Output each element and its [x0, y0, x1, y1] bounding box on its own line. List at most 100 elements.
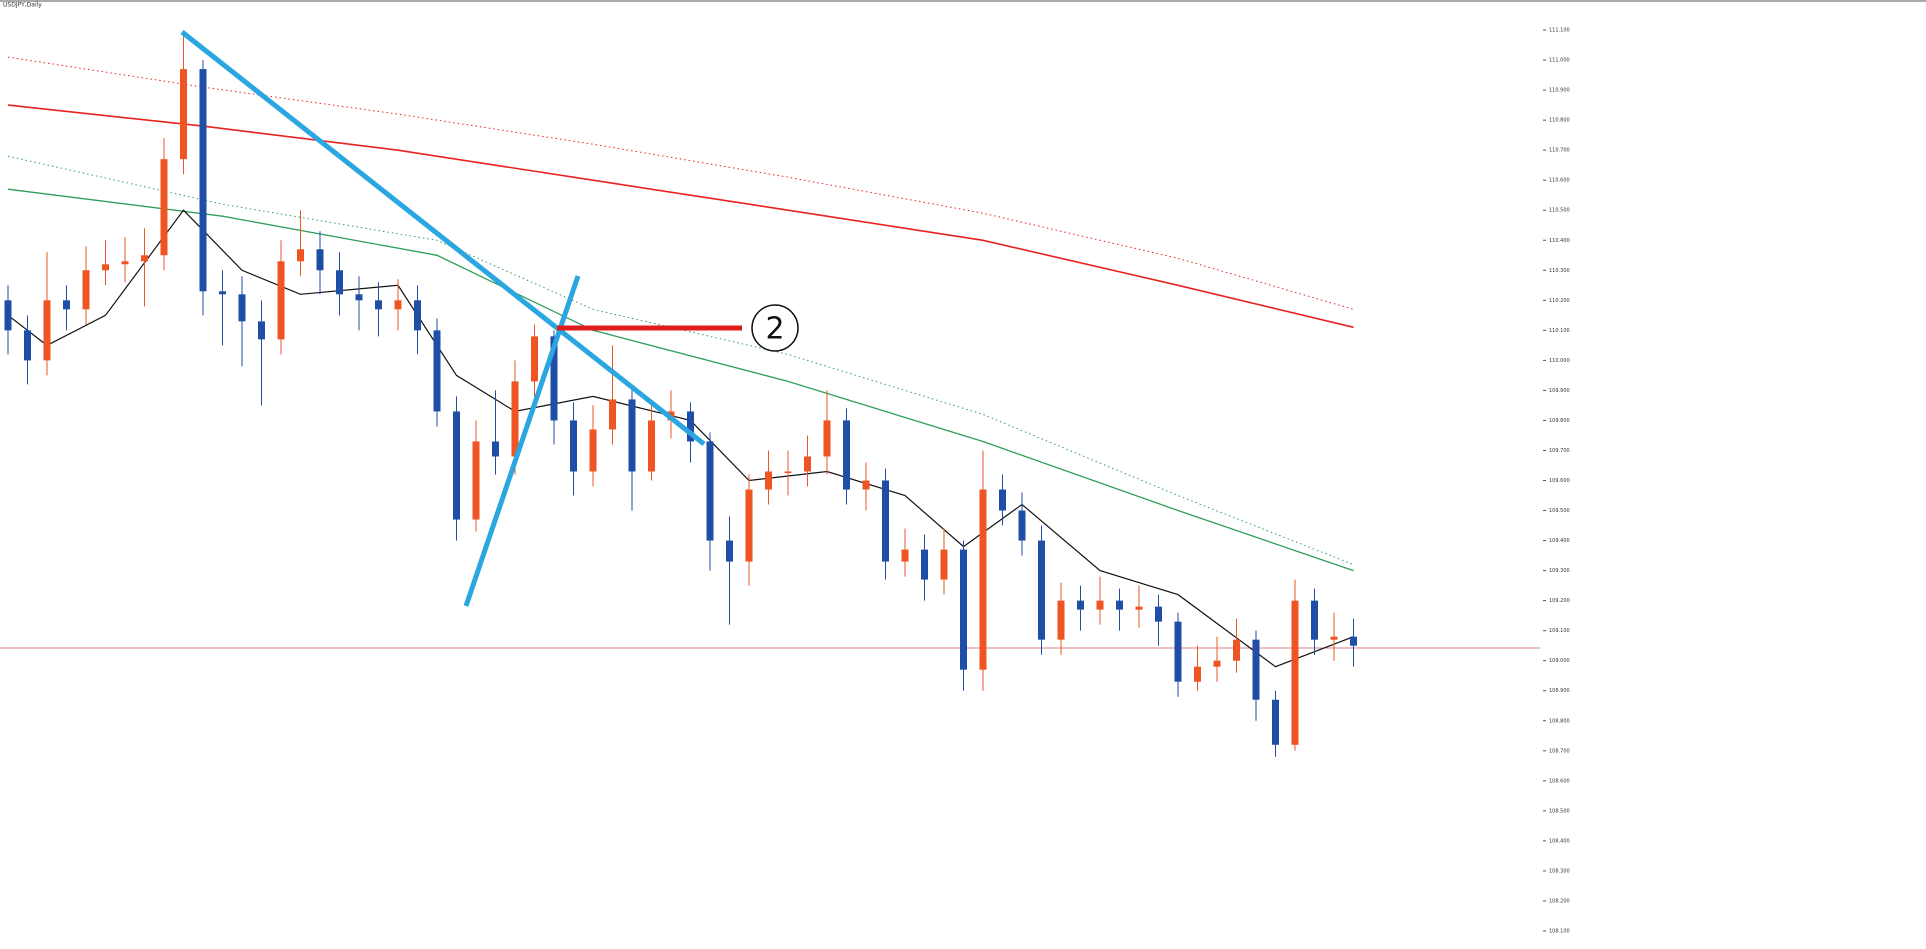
y-tick-label: 110.500: [1549, 208, 1570, 214]
candle-body: [375, 300, 382, 310]
candle-body: [1018, 510, 1026, 541]
candle-body: [1057, 600, 1065, 640]
candle-body: [570, 420, 577, 472]
candle-body: [199, 69, 207, 292]
candle-body: [706, 441, 714, 541]
candle-body: [531, 336, 538, 382]
candle-body: [82, 270, 90, 310]
trendline: [463, 275, 581, 607]
y-tick-label: 109.900: [1549, 388, 1570, 394]
candle-body: [102, 264, 109, 271]
y-tick-label: 108.300: [1549, 868, 1570, 874]
candle-body: [1252, 639, 1260, 700]
candle-body: [43, 300, 51, 361]
candle-body: [472, 441, 480, 520]
candle-body: [1096, 600, 1104, 610]
candle-body: [1038, 540, 1045, 640]
y-tick-label: 109.700: [1549, 448, 1570, 454]
y-tick-label: 110.800: [1549, 118, 1570, 124]
y-tick-label: 110.400: [1549, 238, 1570, 244]
y-tick-label: 108.200: [1549, 898, 1570, 904]
candle-body: [784, 471, 792, 473]
candle-body: [1077, 600, 1084, 610]
candle-body: [648, 420, 655, 472]
y-tick-label: 109.200: [1549, 598, 1570, 604]
y-tick-label: 110.100: [1549, 328, 1570, 334]
annotation-circle: [751, 304, 799, 352]
candle-body: [843, 420, 850, 490]
y-tick-label: 109.800: [1549, 418, 1570, 424]
y-tick-label: 109.300: [1549, 568, 1570, 574]
y-tick-label: 108.700: [1549, 748, 1570, 754]
y-tick-label: 108.600: [1549, 778, 1570, 784]
candle-body: [511, 381, 519, 457]
candle-body: [336, 270, 343, 295]
candle-body: [1291, 600, 1299, 745]
candle-body: [687, 411, 694, 442]
candle-body: [121, 261, 129, 265]
y-tick-label: 109.600: [1549, 478, 1570, 484]
candle-body: [1135, 606, 1143, 610]
candle-body: [1330, 636, 1338, 640]
candle-body: [1155, 606, 1162, 622]
candle-body: [921, 549, 928, 580]
candle-body: [63, 300, 70, 310]
y-tick-label: 111.000: [1549, 58, 1570, 64]
y-tick-label: 108.500: [1549, 808, 1570, 814]
candle-body: [141, 255, 148, 262]
moving-average: [7, 104, 1354, 329]
candle-body: [1116, 600, 1123, 610]
candle-body: [160, 159, 168, 256]
candle-body: [726, 540, 733, 562]
candle-body: [1272, 699, 1279, 745]
candle-body: [219, 291, 226, 295]
candle-body: [1174, 621, 1182, 682]
y-tick-label: 108.100: [1549, 928, 1570, 934]
candle-body: [804, 456, 811, 472]
candle-body: [297, 249, 304, 262]
candle-body: [628, 399, 636, 472]
candle-body: [433, 330, 441, 412]
y-tick-label: 108.800: [1549, 718, 1570, 724]
candle-body: [1350, 636, 1357, 646]
y-tick-label: 108.400: [1549, 838, 1570, 844]
y-tick-label: 110.000: [1549, 358, 1570, 364]
annotation-label: 2: [765, 312, 784, 347]
candle-body: [394, 300, 402, 310]
y-tick-label: 108.900: [1549, 688, 1570, 694]
candle-body: [355, 294, 363, 301]
candle-body: [258, 321, 265, 340]
candle-body: [940, 549, 948, 580]
candle-body: [1194, 666, 1201, 682]
candle-body: [862, 480, 870, 490]
candle-body: [277, 261, 285, 340]
candle-body: [960, 549, 967, 670]
candle-body: [453, 411, 460, 520]
y-tick-label: 109.400: [1549, 538, 1570, 544]
y-tick-label: 111.100: [1549, 28, 1570, 34]
moving-average: [7, 188, 1354, 572]
y-tick-label: 110.700: [1549, 148, 1570, 154]
y-tick-label: 109.000: [1549, 658, 1570, 664]
y-tick-label: 109.500: [1549, 508, 1570, 514]
candle-body: [901, 549, 909, 562]
chart-title: USDJPY,Daily: [3, 2, 42, 9]
candle-body: [180, 69, 187, 160]
candle-body: [414, 300, 421, 331]
candle-body: [550, 336, 558, 421]
y-tick-label: 110.900: [1549, 88, 1570, 94]
y-tick-label: 110.600: [1549, 178, 1570, 184]
candle-body: [745, 489, 753, 562]
candle-body: [316, 249, 324, 271]
candle-body: [882, 480, 889, 562]
y-tick-label: 110.200: [1549, 298, 1570, 304]
moving-average: [7, 56, 1354, 310]
candle-body: [1213, 660, 1221, 667]
candle-body: [1233, 639, 1240, 661]
candle-body: [979, 489, 987, 670]
moving-average: [7, 209, 1354, 668]
candle-body: [4, 300, 12, 331]
y-tick-label: 110.300: [1549, 268, 1570, 274]
candle-body: [1311, 600, 1318, 640]
candle-body: [999, 489, 1006, 511]
